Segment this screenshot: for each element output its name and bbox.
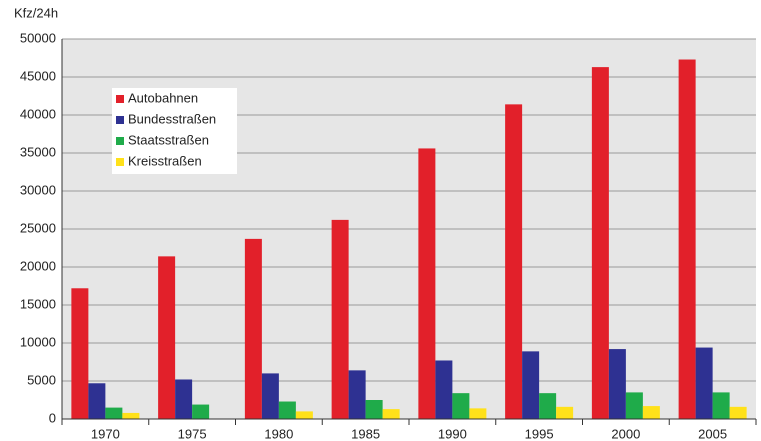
- bar: [365, 400, 383, 419]
- x-tick-label: 1985: [351, 426, 380, 441]
- bar: [452, 393, 470, 419]
- bar: [122, 412, 140, 419]
- bar: [261, 373, 279, 419]
- legend-swatch: [116, 95, 124, 103]
- y-tick-label: 10000: [20, 334, 56, 349]
- x-tick-label: 1995: [525, 426, 554, 441]
- bar: [522, 351, 540, 419]
- legend-label: Bundesstraßen: [128, 111, 216, 126]
- x-tick-label: 1970: [91, 426, 120, 441]
- bar: [591, 67, 609, 420]
- x-tick-label: 1975: [178, 426, 207, 441]
- bar: [556, 406, 574, 419]
- y-tick-label: 30000: [20, 182, 56, 197]
- y-tick-label: 45000: [20, 68, 56, 83]
- y-tick-label: 20000: [20, 258, 56, 273]
- y-tick-label: 40000: [20, 106, 56, 121]
- bar: [625, 392, 643, 419]
- bar: [418, 148, 436, 419]
- legend-swatch: [116, 137, 124, 145]
- bar: [729, 406, 747, 419]
- y-tick-label: 5000: [27, 372, 56, 387]
- legend-swatch: [116, 158, 124, 166]
- bar: [175, 379, 193, 419]
- x-tick-label: 2000: [611, 426, 640, 441]
- y-tick-label: 25000: [20, 220, 56, 235]
- y-tick-label: 50000: [20, 30, 56, 45]
- y-tick-label: 0: [49, 410, 56, 425]
- bar: [105, 407, 123, 419]
- bar: [382, 409, 400, 419]
- y-axis-label: Kfz/24h: [14, 5, 58, 20]
- x-tick-label: 1990: [438, 426, 467, 441]
- bar: [192, 404, 210, 419]
- bar: [678, 59, 696, 420]
- bar: [435, 360, 453, 419]
- bar: [71, 288, 89, 419]
- bar: [88, 383, 106, 419]
- legend-label: Staatsstraßen: [128, 132, 209, 147]
- bar: [348, 370, 366, 419]
- y-tick-label: 15000: [20, 296, 56, 311]
- legend-label: Kreisstraßen: [128, 153, 202, 168]
- bar: [295, 411, 313, 419]
- legend-box: [112, 88, 237, 174]
- bar: [331, 219, 349, 419]
- x-tick-label: 1980: [264, 426, 293, 441]
- bar: [505, 104, 523, 420]
- legend-label: Autobahnen: [128, 90, 198, 105]
- bar: [244, 238, 262, 419]
- x-tick-label: 2005: [698, 426, 727, 441]
- legend-swatch: [116, 116, 124, 124]
- y-tick-label: 35000: [20, 144, 56, 159]
- bar: [469, 408, 487, 419]
- bar: [278, 401, 296, 419]
- bar: [608, 349, 626, 419]
- bar: [642, 406, 660, 419]
- bar: [695, 347, 713, 419]
- bar: [158, 256, 176, 419]
- bar: [712, 392, 730, 419]
- bar: [539, 393, 557, 419]
